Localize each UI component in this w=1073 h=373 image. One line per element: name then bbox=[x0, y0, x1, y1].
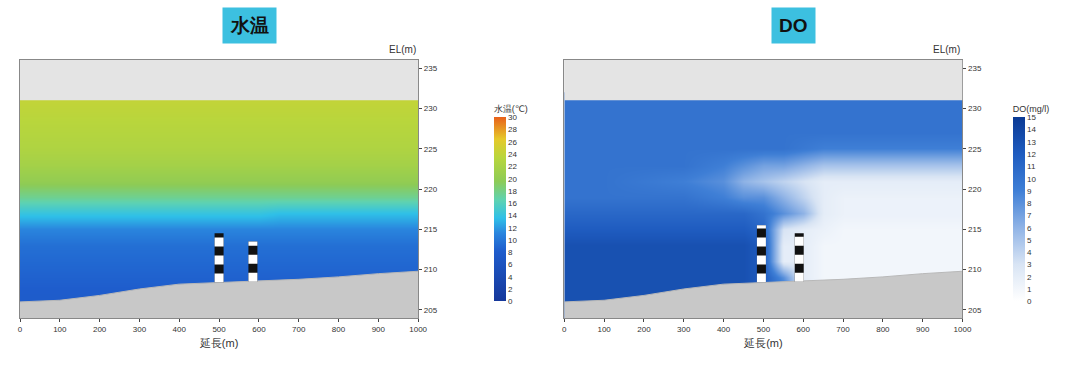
svg-text:1000: 1000 bbox=[409, 325, 427, 334]
svg-text:600: 600 bbox=[797, 325, 811, 334]
svg-text:8: 8 bbox=[1027, 199, 1032, 208]
svg-text:4: 4 bbox=[508, 273, 513, 282]
svg-text:26: 26 bbox=[508, 138, 517, 147]
svg-text:300: 300 bbox=[677, 325, 691, 334]
svg-text:5: 5 bbox=[1027, 236, 1032, 245]
svg-text:15: 15 bbox=[1027, 113, 1036, 122]
svg-text:12: 12 bbox=[1027, 150, 1036, 159]
svg-text:225: 225 bbox=[968, 144, 982, 153]
svg-text:11: 11 bbox=[1027, 162, 1036, 171]
svg-text:8: 8 bbox=[508, 248, 513, 257]
svg-text:235: 235 bbox=[424, 64, 438, 73]
svg-text:10: 10 bbox=[1027, 175, 1036, 184]
svg-text:200: 200 bbox=[93, 325, 107, 334]
svg-text:9: 9 bbox=[1027, 187, 1032, 196]
svg-text:12: 12 bbox=[508, 224, 517, 233]
svg-text:220: 220 bbox=[968, 185, 982, 194]
svg-text:100: 100 bbox=[597, 325, 611, 334]
svg-text:4: 4 bbox=[1027, 248, 1032, 257]
svg-text:30: 30 bbox=[508, 113, 517, 122]
svg-text:900: 900 bbox=[372, 325, 386, 334]
svg-text:EL(m): EL(m) bbox=[389, 44, 416, 55]
svg-text:14: 14 bbox=[508, 211, 517, 220]
svg-text:水温(℃): 水温(℃) bbox=[494, 104, 528, 114]
svg-text:1: 1 bbox=[1027, 285, 1032, 294]
svg-text:28: 28 bbox=[508, 125, 517, 134]
svg-text:300: 300 bbox=[133, 325, 147, 334]
svg-text:0: 0 bbox=[562, 325, 567, 334]
svg-text:235: 235 bbox=[968, 64, 982, 73]
svg-text:800: 800 bbox=[332, 325, 346, 334]
svg-text:205: 205 bbox=[968, 306, 982, 315]
svg-text:3: 3 bbox=[1027, 260, 1032, 269]
svg-text:230: 230 bbox=[968, 104, 982, 113]
svg-text:215: 215 bbox=[968, 225, 982, 234]
svg-text:200: 200 bbox=[637, 325, 651, 334]
svg-text:1000: 1000 bbox=[954, 325, 972, 334]
svg-text:900: 900 bbox=[916, 325, 930, 334]
svg-text:500: 500 bbox=[212, 325, 226, 334]
svg-text:13: 13 bbox=[1027, 138, 1036, 147]
svg-text:DO: DO bbox=[779, 15, 808, 36]
svg-text:24: 24 bbox=[508, 150, 517, 159]
svg-text:220: 220 bbox=[424, 185, 438, 194]
svg-text:延長(m): 延長(m) bbox=[199, 337, 239, 349]
svg-text:210: 210 bbox=[968, 265, 982, 274]
svg-text:800: 800 bbox=[876, 325, 890, 334]
svg-text:16: 16 bbox=[508, 199, 517, 208]
svg-text:水温: 水温 bbox=[230, 15, 269, 36]
svg-text:22: 22 bbox=[508, 162, 517, 171]
svg-text:EL(m): EL(m) bbox=[933, 44, 960, 55]
svg-text:2: 2 bbox=[1027, 273, 1032, 282]
svg-text:0: 0 bbox=[1027, 297, 1032, 306]
svg-text:400: 400 bbox=[173, 325, 187, 334]
svg-text:500: 500 bbox=[757, 325, 771, 334]
svg-text:600: 600 bbox=[252, 325, 266, 334]
svg-text:18: 18 bbox=[508, 187, 517, 196]
svg-text:215: 215 bbox=[424, 225, 438, 234]
svg-text:0: 0 bbox=[18, 325, 23, 334]
svg-text:400: 400 bbox=[717, 325, 731, 334]
svg-text:700: 700 bbox=[836, 325, 850, 334]
svg-text:DO(mg/l): DO(mg/l) bbox=[1013, 104, 1050, 114]
svg-text:230: 230 bbox=[424, 104, 438, 113]
svg-text:6: 6 bbox=[508, 260, 513, 269]
svg-text:2: 2 bbox=[508, 285, 513, 294]
svg-text:210: 210 bbox=[424, 265, 438, 274]
svg-text:延長(m): 延長(m) bbox=[743, 337, 783, 349]
svg-text:700: 700 bbox=[292, 325, 306, 334]
svg-text:205: 205 bbox=[424, 306, 438, 315]
svg-text:100: 100 bbox=[53, 325, 67, 334]
svg-text:10: 10 bbox=[508, 236, 517, 245]
svg-text:7: 7 bbox=[1027, 211, 1032, 220]
svg-text:6: 6 bbox=[1027, 224, 1032, 233]
svg-text:0: 0 bbox=[508, 297, 513, 306]
svg-text:14: 14 bbox=[1027, 125, 1036, 134]
svg-text:225: 225 bbox=[424, 144, 438, 153]
svg-text:20: 20 bbox=[508, 175, 517, 184]
